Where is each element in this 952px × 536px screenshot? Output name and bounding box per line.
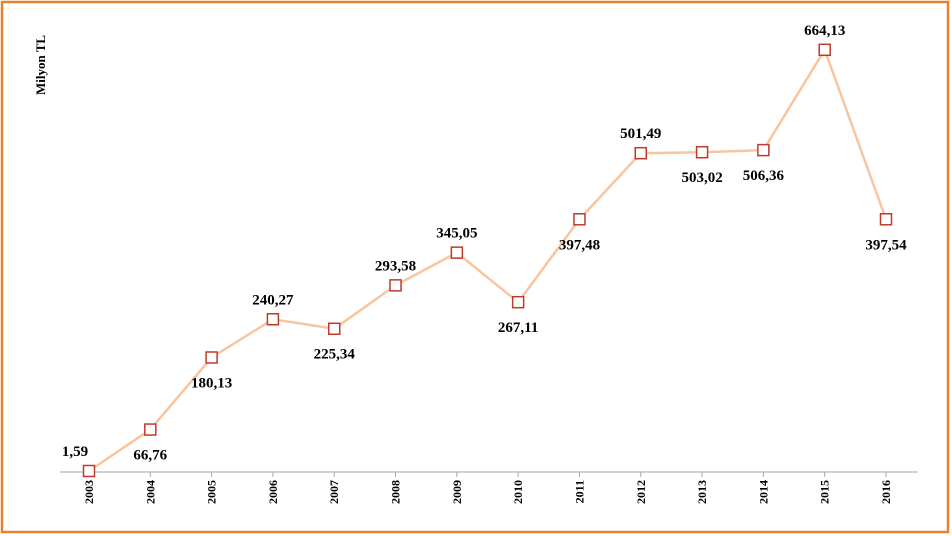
x-tick-label: 2005 [205, 480, 219, 504]
x-tick-label: 2009 [450, 480, 464, 504]
marker [450, 246, 464, 259]
x-tick-label: 2004 [143, 480, 157, 504]
marker [879, 213, 893, 226]
x-tick-label: 2015 [818, 480, 832, 504]
x-tick-label: 2014 [756, 480, 770, 504]
x-tick-label: 2007 [327, 480, 341, 504]
line [88, 46, 888, 473]
marker [82, 464, 96, 478]
marker [818, 43, 831, 57]
marker [389, 279, 402, 292]
data-label: 345,05 [436, 226, 477, 242]
marker [757, 143, 770, 157]
data-label: 1,59 [62, 444, 88, 460]
x-tick-label: 2011 [572, 480, 586, 503]
data-label: 267,11 [498, 320, 538, 336]
x-tick-label: 2010 [511, 480, 525, 504]
marker [205, 351, 218, 364]
marker [511, 295, 525, 309]
data-label: 664,13 [804, 23, 845, 39]
data-label: 397,54 [865, 237, 907, 253]
data-label: 66,76 [133, 448, 167, 464]
x-tick-label: 2016 [879, 480, 893, 504]
data-label: 180,13 [191, 375, 232, 391]
data-label: 506,36 [743, 168, 785, 184]
data-label: 225,34 [314, 347, 356, 363]
data-label: 293,58 [375, 258, 416, 274]
marker [695, 145, 709, 159]
data-label: 503,02 [681, 170, 722, 186]
marker [573, 213, 586, 226]
x-tick-label: 2012 [634, 480, 648, 504]
marker [266, 313, 280, 326]
marker [144, 423, 157, 436]
data-label: 240,27 [252, 292, 294, 308]
data-label: 501,49 [620, 126, 661, 142]
x-tick-label: 2008 [389, 480, 403, 504]
data-label: 397,48 [559, 237, 600, 253]
marker [634, 146, 648, 160]
x-tick-label: 2003 [82, 480, 96, 504]
x-tick-label: 2006 [266, 480, 280, 504]
y-axis-label: Milyon TL [33, 35, 48, 95]
x-tick-label: 2013 [695, 480, 709, 504]
marker [327, 322, 341, 335]
